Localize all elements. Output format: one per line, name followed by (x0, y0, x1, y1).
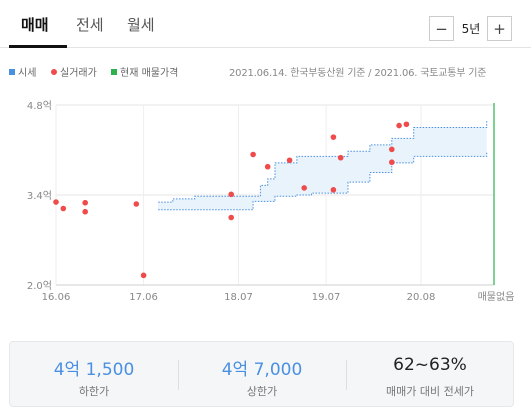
legend-label: 시세 (18, 68, 37, 79)
actual-deal-point (286, 157, 293, 164)
legend-label: 실거래가 (60, 68, 97, 79)
market-price-band (158, 121, 487, 210)
actual-deal-point (133, 201, 140, 207)
period-decrease-button[interactable]: − (429, 16, 454, 41)
deal-type-tabs: 매매 전세 월세 − 5년 + (0, 0, 531, 48)
legend-label: 현재 매물가격 (120, 68, 179, 79)
legend-item-market-price: 시세 (9, 64, 36, 79)
actual-deal-point (389, 146, 395, 153)
period-increase-button[interactable]: + (487, 16, 512, 41)
market-price-swatch-icon (9, 69, 15, 75)
period-stepper: − 5년 + (429, 16, 512, 41)
actual-deal-point (403, 121, 410, 128)
y-tick-label: 2.0억 (27, 280, 52, 292)
summary-jeonse-ratio: 62~63% 매매가 대비 전세가 (346, 342, 514, 408)
actual-deal-point (60, 205, 67, 212)
summary-label: 하한가 (78, 385, 110, 398)
actual-deal-point (264, 163, 271, 170)
active-tab-indicator (9, 45, 67, 48)
summary-upper-price: 4억 7,000 상한가 (178, 342, 346, 408)
tab-monthly-rent[interactable]: 월세 (127, 16, 155, 34)
x-tick-label: 19.07 (312, 292, 341, 303)
y-tick-label: 4.8억 (27, 100, 52, 112)
actual-deal-point (250, 151, 256, 158)
y-tick-label: 3.4억 (27, 190, 52, 202)
data-source-note: 2021.06.14. 한국부동산원 기준 / 2021.06. 국토교통부 기… (229, 68, 487, 79)
x-tick-label: 16.06 (42, 292, 71, 303)
actual-deal-dot-icon (51, 69, 57, 75)
summary-value: 4억 1,500 (53, 360, 135, 380)
actual-deal-point (330, 187, 337, 193)
tab-sale[interactable]: 매매 (21, 16, 49, 34)
current-listing-swatch-icon (111, 69, 117, 75)
actual-deal-point (301, 185, 308, 191)
actual-deal-point (228, 191, 234, 198)
summary-value: 62~63% (393, 355, 467, 375)
summary-label: 상한가 (246, 385, 278, 398)
actual-deal-point (337, 154, 344, 161)
actual-deal-point (82, 208, 88, 215)
summary-value: 4억 7,000 (221, 360, 303, 380)
actual-deal-point (53, 199, 59, 205)
x-tick-label: 17.06 (129, 292, 158, 303)
x-tick-label: 18.07 (224, 292, 253, 303)
tab-jeonse[interactable]: 전세 (76, 16, 104, 34)
actual-deal-point (82, 199, 88, 206)
period-value: 5년 (461, 22, 481, 36)
market-price-lower-line (158, 151, 488, 211)
summary-label: 매매가 대비 전세가 (386, 385, 474, 398)
actual-deal-point (330, 134, 337, 140)
legend-item-actual-deal: 실거래가 (51, 64, 97, 79)
end-label: 매물없음 (478, 290, 515, 303)
actual-deal-point (140, 272, 147, 279)
summary-lower-price: 4억 1,500 하한가 (10, 342, 178, 408)
actual-deal-point (396, 122, 402, 129)
legend-item-current-listing: 현재 매물가격 (111, 64, 178, 79)
actual-deal-point (389, 159, 395, 166)
summary-divider (346, 360, 347, 390)
market-price-upper-line (158, 121, 488, 203)
summary-divider (178, 360, 179, 390)
price-summary-panel: 4억 1,500 하한가 4억 7,000 상한가 62~63% 매매가 대비 … (9, 341, 514, 407)
chart-legend: 시세 실거래가 현재 매물가격 2021.06.14. 한국부동산원 기준 / … (0, 64, 531, 82)
actual-deal-point (228, 214, 234, 221)
x-tick-label: 20.08 (407, 292, 436, 303)
